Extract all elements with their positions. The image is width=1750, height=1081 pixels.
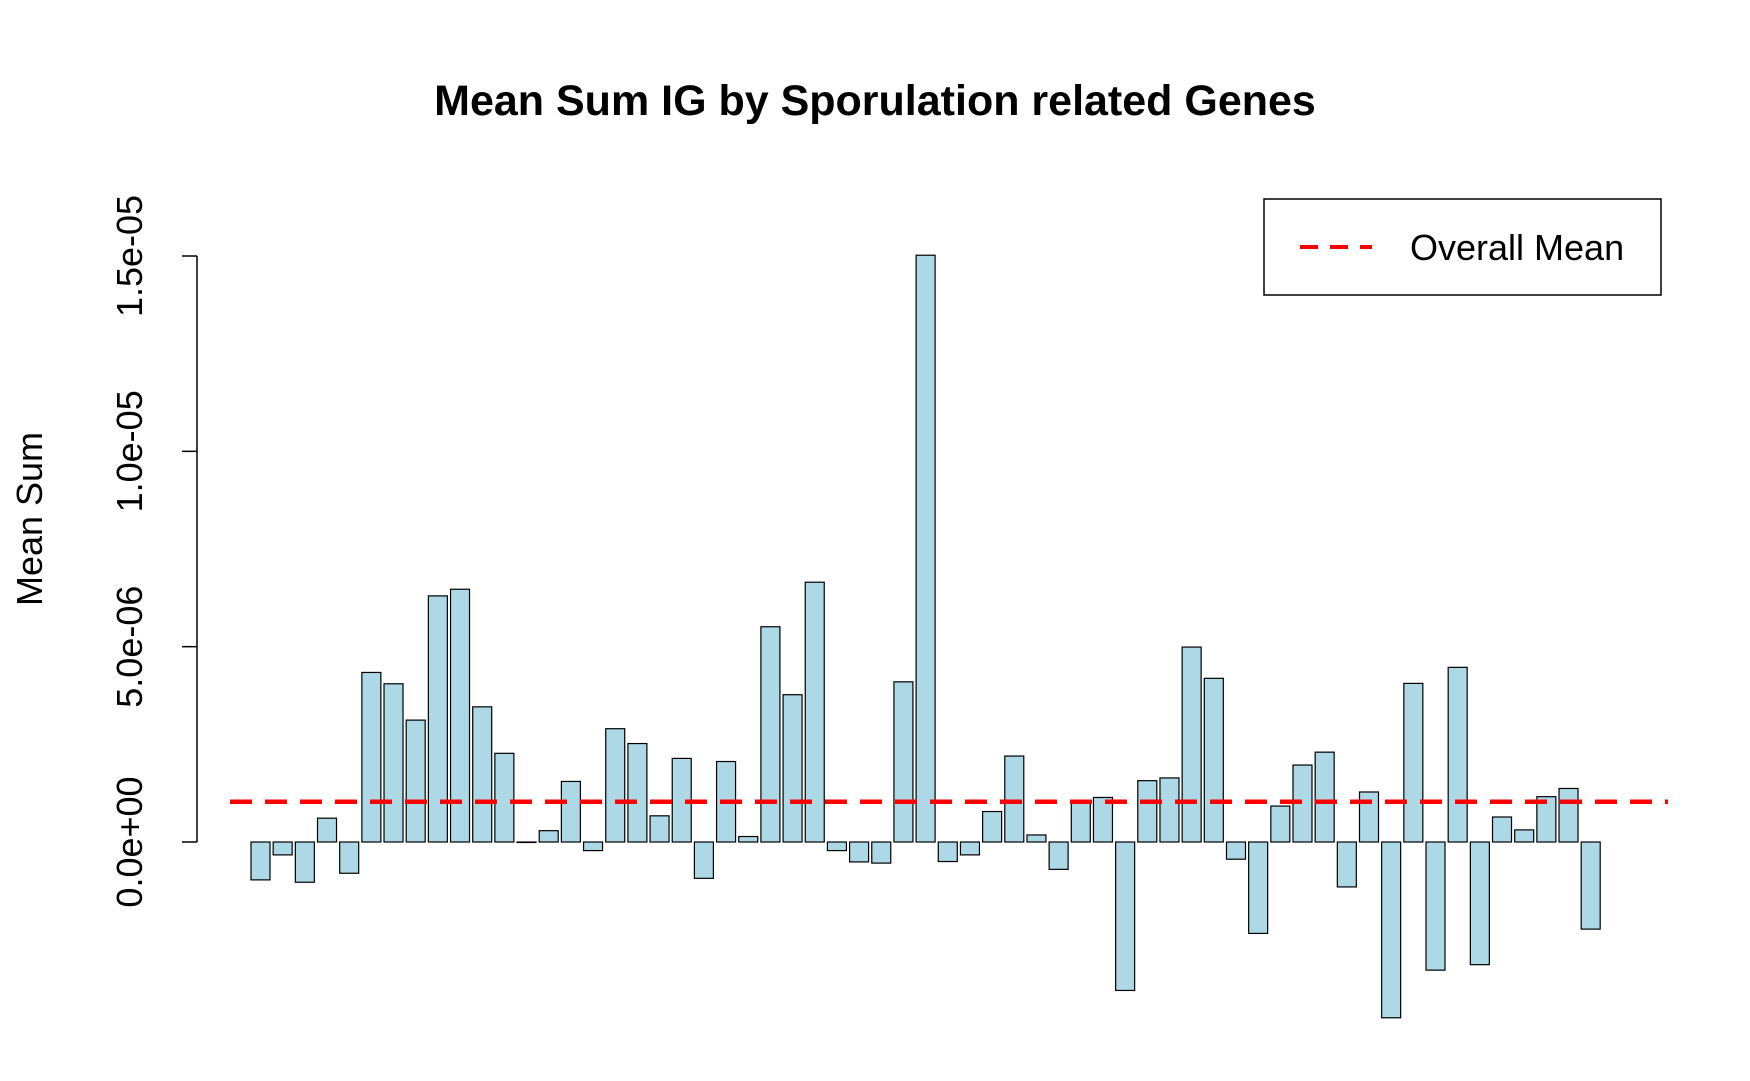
bar-21 [693,841,715,879]
y-tick-label: 0.0e+00 [109,776,150,907]
bar-group [250,254,1601,1019]
y-tick-label: 1.0e-05 [109,390,150,512]
bar-33 [959,841,981,856]
bar-61 [1580,841,1601,930]
bar-46 [1248,841,1269,935]
bar-39 [1092,796,1114,843]
bar-55 [1447,666,1468,843]
y-tick-label: 5.0e-06 [109,586,150,708]
y-tick-label: 1.5e-05 [109,195,150,317]
bar-43 [1181,646,1202,843]
bar-9 [427,595,448,843]
bar-40 [1115,841,1136,992]
bar-58 [1514,829,1535,843]
bar-26 [804,581,825,843]
bar-59 [1536,796,1557,843]
bar-6 [361,671,382,843]
bar-52 [1381,841,1402,1019]
bar-37 [1048,841,1069,870]
bar-30 [893,681,914,843]
bar-42 [1159,777,1180,843]
bar-29 [871,841,892,864]
bar-4 [316,817,338,843]
bar-23 [738,835,759,843]
bar-5 [339,841,360,874]
bar-8 [405,719,426,843]
bar-53 [1403,682,1424,843]
y-axis: 0.0e+00 5.0e-06 1.0e-05 1.5e-05 [109,195,198,908]
legend-entry-overall-mean: Overall Mean [1410,227,1624,268]
bar-47 [1270,805,1291,843]
bar-31 [915,254,936,843]
bar-1 [250,841,271,881]
bar-32 [937,841,958,863]
bar-14 [538,830,559,843]
legend: Overall Mean [1263,198,1662,296]
bar-27 [826,841,848,852]
bar-56 [1469,841,1490,966]
bar-57 [1491,816,1513,843]
chart-title: Mean Sum IG by Sporulation related Genes [434,77,1316,125]
bar-16 [582,841,604,852]
bar-36 [1026,834,1047,843]
bar-38 [1070,799,1091,843]
bar-18 [627,742,648,843]
bar-3 [294,841,315,883]
bar-19 [649,815,670,843]
bar-15 [560,780,581,843]
bar-35 [1004,755,1025,843]
bar-12 [494,752,515,843]
bar-25 [782,694,803,843]
bar-24 [760,626,781,843]
bar-28 [848,841,870,863]
bar-13 [516,841,537,844]
bar-44 [1203,677,1224,843]
bar-45 [1225,841,1247,860]
bar-2 [272,841,293,856]
bar-11 [472,706,493,843]
bar-50 [1336,841,1357,888]
bar-41 [1137,780,1158,843]
bar-54 [1425,841,1446,971]
bar-7 [383,683,404,843]
y-axis-label: Mean Sum [9,432,50,606]
bar-10 [449,588,471,843]
bar-34 [982,810,1003,843]
bar-60 [1558,787,1579,843]
bar-49 [1314,751,1335,843]
bar-51 [1358,791,1380,843]
bar-17 [605,728,626,843]
